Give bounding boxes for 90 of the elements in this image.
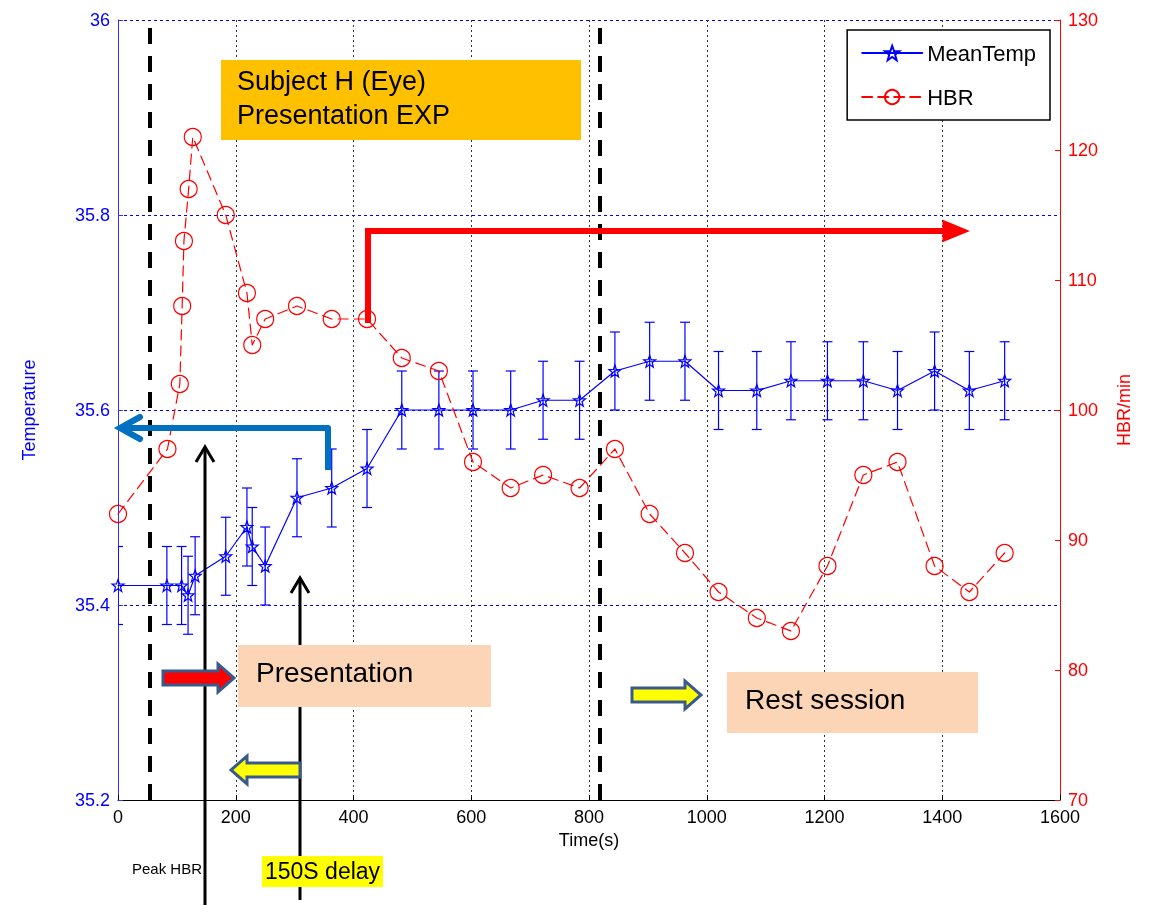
point	[429, 361, 448, 381]
x-tick-label: 400	[338, 807, 369, 827]
point	[818, 556, 837, 576]
y2-tick-label: 130	[1068, 10, 1099, 30]
point	[640, 504, 659, 524]
point	[504, 403, 518, 417]
point	[392, 348, 411, 368]
point	[237, 283, 257, 303]
text: Subject H (Eye) Presentation EXP	[236, 65, 452, 132]
point	[678, 354, 692, 368]
point	[750, 383, 764, 398]
point	[890, 383, 905, 398]
point	[747, 608, 766, 628]
point	[856, 374, 870, 388]
point	[245, 539, 259, 554]
point	[608, 364, 622, 378]
x-tick-label: 800	[573, 807, 605, 827]
point	[158, 439, 177, 459]
point	[888, 452, 907, 472]
point	[995, 543, 1014, 563]
point	[243, 335, 262, 355]
point	[216, 205, 235, 225]
point	[962, 383, 976, 398]
legend-label: MeanTemp	[927, 40, 1037, 66]
x-tick-label: 0	[112, 807, 124, 827]
point	[463, 452, 483, 472]
y-tick-label: 36	[89, 10, 110, 30]
point	[536, 393, 550, 407]
y2-tick-label: 100	[1068, 400, 1099, 420]
point	[784, 374, 798, 388]
point	[501, 478, 520, 498]
point	[533, 465, 553, 485]
point	[605, 439, 625, 459]
point	[290, 491, 304, 505]
point	[240, 520, 254, 534]
y2-tick-label: 70	[1068, 790, 1089, 810]
point	[219, 549, 233, 563]
point	[781, 621, 801, 641]
x-tick-label: 200	[220, 807, 251, 827]
point	[643, 354, 657, 368]
point	[357, 309, 377, 329]
point	[256, 309, 275, 329]
point	[188, 569, 202, 583]
point	[111, 578, 125, 593]
point	[711, 383, 726, 398]
point	[322, 309, 341, 329]
point	[160, 578, 174, 593]
point	[325, 481, 339, 495]
y2-tick-label: 90	[1068, 530, 1089, 550]
y-tick-label: 35.2	[74, 790, 110, 810]
point	[570, 478, 589, 498]
y-axis-title: Temperature	[19, 359, 39, 461]
y-tick-label: 35.4	[74, 595, 110, 615]
point	[108, 504, 128, 524]
point	[854, 465, 873, 485]
point	[820, 374, 835, 388]
y2-axis-title: HBR/min	[1114, 373, 1134, 447]
point	[173, 296, 192, 316]
point	[466, 403, 480, 417]
point	[179, 179, 198, 199]
point	[183, 127, 202, 147]
y2-tick-label: 110	[1068, 270, 1097, 290]
y-tick-label: 35.8	[74, 205, 110, 225]
point	[572, 393, 587, 407]
point	[174, 231, 194, 251]
x-tick-label: 1400	[922, 807, 963, 827]
point	[170, 374, 189, 394]
point	[174, 578, 189, 593]
point	[709, 582, 728, 602]
point	[395, 403, 409, 417]
text: Peak HBR	[132, 860, 203, 877]
legend-label: HBR	[927, 84, 974, 110]
y2-tick-label: 120	[1068, 140, 1099, 160]
y2-tick-label: 80	[1068, 660, 1089, 680]
x-axis-title: Time(s)	[558, 829, 620, 850]
point	[432, 403, 446, 417]
point	[998, 374, 1012, 388]
x-tick-label: 600	[456, 807, 487, 827]
point	[181, 588, 195, 602]
point	[960, 582, 979, 602]
x-tick-label: 1600	[1039, 807, 1081, 827]
point	[258, 559, 272, 573]
point	[928, 364, 942, 378]
x-tick-label: 1200	[804, 807, 845, 827]
y-tick-label: 35.6	[74, 400, 110, 420]
point	[925, 556, 944, 576]
point	[675, 543, 695, 563]
point	[360, 461, 374, 476]
x-tick-label: 1000	[686, 807, 727, 827]
point	[287, 296, 307, 316]
